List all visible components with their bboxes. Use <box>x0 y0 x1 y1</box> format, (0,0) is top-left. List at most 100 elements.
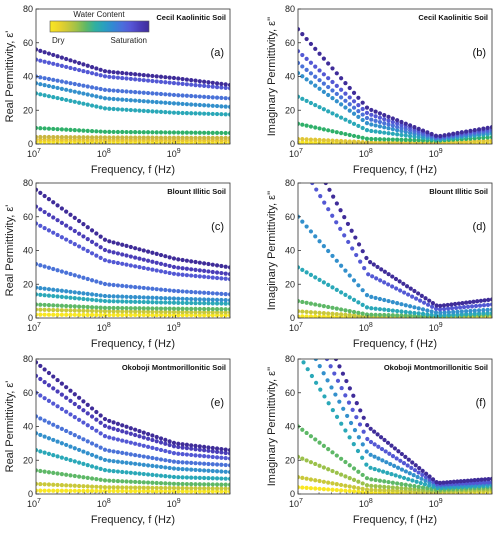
data-point <box>189 467 194 472</box>
data-point <box>115 294 121 299</box>
data-point <box>180 481 185 487</box>
data-point <box>176 310 181 315</box>
data-point <box>370 274 375 279</box>
data-point <box>137 285 142 290</box>
data-point <box>102 485 108 490</box>
data-point <box>304 300 309 305</box>
data-point <box>115 437 121 442</box>
data-point <box>72 483 77 488</box>
data-point <box>197 130 202 135</box>
data-point <box>377 296 383 302</box>
data-point <box>308 229 314 234</box>
data-point <box>219 276 224 281</box>
data-point <box>313 380 319 385</box>
data-point <box>373 137 378 142</box>
data-point <box>55 389 60 394</box>
plot-area <box>36 47 230 144</box>
data-point <box>51 303 56 308</box>
data-point <box>158 481 164 486</box>
data-point <box>308 60 314 65</box>
data-point <box>81 420 86 425</box>
data-point <box>141 90 146 95</box>
data-point <box>210 489 215 494</box>
data-point <box>219 130 224 136</box>
data-point <box>137 72 142 77</box>
data-point <box>150 295 155 300</box>
data-point <box>81 304 86 309</box>
data-point <box>72 59 77 64</box>
data-point <box>145 463 151 468</box>
data-point <box>111 312 116 318</box>
data-point <box>89 441 95 446</box>
data-point <box>448 479 453 485</box>
data-point <box>451 309 456 315</box>
data-point <box>486 297 491 302</box>
data-point <box>64 97 69 103</box>
data-point <box>327 187 332 192</box>
data-point <box>154 130 159 135</box>
data-point <box>46 482 52 487</box>
data-point <box>193 301 198 306</box>
data-point <box>341 406 346 411</box>
data-point <box>120 469 125 475</box>
data-point <box>102 447 108 452</box>
data-point <box>317 478 322 484</box>
data-point <box>85 484 90 489</box>
data-point <box>59 381 64 386</box>
data-point <box>115 478 121 484</box>
data-point <box>395 485 400 490</box>
data-point <box>330 481 335 486</box>
data-point <box>227 298 230 303</box>
data-point <box>343 488 348 493</box>
data-point <box>395 301 400 306</box>
chart-title: Cecil Kaolinitic Soil <box>156 13 226 22</box>
data-point <box>403 482 408 487</box>
data-point <box>223 112 228 117</box>
data-point <box>308 71 314 76</box>
data-point <box>304 458 309 463</box>
data-point <box>163 254 168 259</box>
data-point <box>390 123 395 128</box>
data-point <box>206 261 211 267</box>
data-point <box>145 480 151 485</box>
data-point <box>390 131 395 136</box>
data-point <box>141 435 146 440</box>
data-point <box>124 262 129 267</box>
data-point <box>308 310 314 315</box>
data-point <box>98 67 103 72</box>
data-point <box>223 301 228 306</box>
data-point <box>77 60 82 66</box>
data-point <box>184 446 189 451</box>
data-point <box>55 377 60 383</box>
data-point <box>382 112 387 118</box>
data-point <box>46 383 52 388</box>
data-point <box>407 486 413 491</box>
data-point <box>313 310 318 315</box>
data-point <box>64 395 69 400</box>
data-point <box>150 306 155 311</box>
data-point <box>360 311 365 316</box>
data-point <box>210 449 215 454</box>
data-point <box>46 398 52 403</box>
data-point <box>102 258 108 263</box>
data-point <box>219 263 224 269</box>
data-point <box>429 312 434 317</box>
data-point <box>386 479 391 485</box>
data-point <box>81 484 86 489</box>
data-point <box>81 222 86 227</box>
data-point <box>128 89 133 94</box>
data-point <box>111 299 116 304</box>
y-tick-label: 80 <box>285 178 295 188</box>
data-point <box>163 135 168 140</box>
data-point <box>180 489 185 494</box>
data-point <box>89 135 95 140</box>
data-point <box>154 464 159 469</box>
data-point <box>111 469 116 474</box>
data-point <box>334 414 340 419</box>
data-point <box>343 292 348 297</box>
data-point <box>489 125 492 130</box>
data-point <box>409 465 414 470</box>
data-point <box>347 95 352 100</box>
data-point <box>107 435 112 440</box>
data-point <box>368 465 373 470</box>
